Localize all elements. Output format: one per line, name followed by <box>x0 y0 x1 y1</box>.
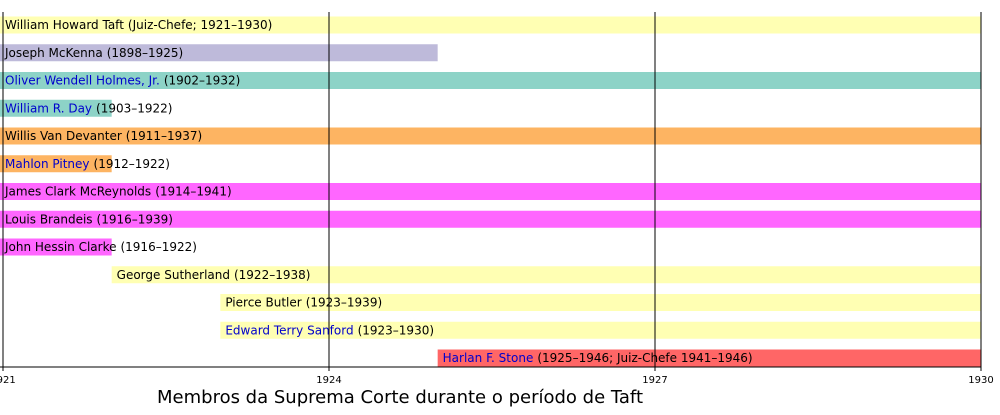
bar <box>0 72 981 89</box>
x-tick-label: 1927 <box>642 375 667 386</box>
member-term: (1912–1922) <box>94 156 170 170</box>
member-name: Oliver Wendell Holmes, Jr. <box>5 73 160 87</box>
member-term: (1923–1939) <box>306 295 382 309</box>
bar <box>0 210 981 228</box>
bar-label: George Sutherland (1922–1938) <box>117 267 311 281</box>
member-name: Joseph McKenna <box>4 45 103 59</box>
bar-label: Oliver Wendell Holmes, Jr. (1902–1932) <box>5 73 240 87</box>
member-name: James Clark McReynolds <box>4 184 151 198</box>
bar-label: Louis Brandeis (1916–1939) <box>5 212 173 226</box>
chart-title: Membros da Suprema Corte durante o perío… <box>157 387 643 408</box>
member-term: (1923–1930) <box>358 323 434 337</box>
x-tick-label: 1930 <box>968 375 993 386</box>
member-name: Pierce Butler <box>225 295 301 309</box>
bar-label: John Hessin Clarke (1916–1922) <box>4 240 197 254</box>
bar-label: Mahlon Pitney (1912–1922) <box>5 156 170 170</box>
member-name: George Sutherland <box>117 267 230 281</box>
bar <box>0 155 112 173</box>
bar-label: Joseph McKenna (1898–1925) <box>4 45 183 59</box>
member-name: Willis Van Devanter <box>5 129 122 143</box>
bar <box>0 127 981 145</box>
member-name: William R. Day <box>5 101 92 115</box>
bar-label: James Clark McReynolds (1914–1941) <box>4 184 232 198</box>
bar <box>0 99 112 117</box>
member-term: (1914–1941) <box>155 184 231 198</box>
member-name: John Hessin Clarke <box>4 240 116 254</box>
member-term: (1911–1937) <box>126 129 202 143</box>
member-term: (Juiz-Chefe; 1921–1930) <box>128 18 272 32</box>
member-term: (1922–1938) <box>234 267 310 281</box>
member-name: Mahlon Pitney <box>5 156 90 170</box>
bar <box>220 294 982 311</box>
bar <box>0 183 981 200</box>
x-tick-label: 1921 <box>0 375 16 386</box>
member-name: Edward Terry Sanford <box>225 323 353 337</box>
member-term: (1916–1939) <box>97 212 173 226</box>
bar-label: Pierce Butler (1923–1939) <box>225 295 382 309</box>
bar-label: Edward Terry Sanford (1923–1930) <box>225 323 434 337</box>
bar <box>0 238 112 256</box>
bar <box>220 321 982 339</box>
member-term: (1902–1932) <box>164 73 240 87</box>
bar-label: Harlan F. Stone (1925–1946; Juiz-Chefe 19… <box>443 351 753 365</box>
member-name: Harlan F. Stone <box>443 351 534 365</box>
bar <box>0 44 438 62</box>
bar <box>437 349 982 367</box>
member-term: (1898–1925) <box>107 45 183 59</box>
member-term: (1916–1922) <box>120 240 196 254</box>
bar <box>0 16 981 34</box>
member-name: Louis Brandeis <box>5 212 93 226</box>
bar-label: William R. Day (1903–1922) <box>5 101 172 115</box>
member-term: (1925–1946; Juiz-Chefe 1941–1946) <box>537 351 752 365</box>
member-name: William Howard Taft <box>5 18 124 32</box>
x-tick-label: 1924 <box>316 375 341 386</box>
bar-label: Willis Van Devanter (1911–1937) <box>5 129 202 143</box>
bar-label: William Howard Taft (Juiz-Chefe; 1921–193… <box>5 18 272 32</box>
member-term: (1903–1922) <box>96 101 172 115</box>
